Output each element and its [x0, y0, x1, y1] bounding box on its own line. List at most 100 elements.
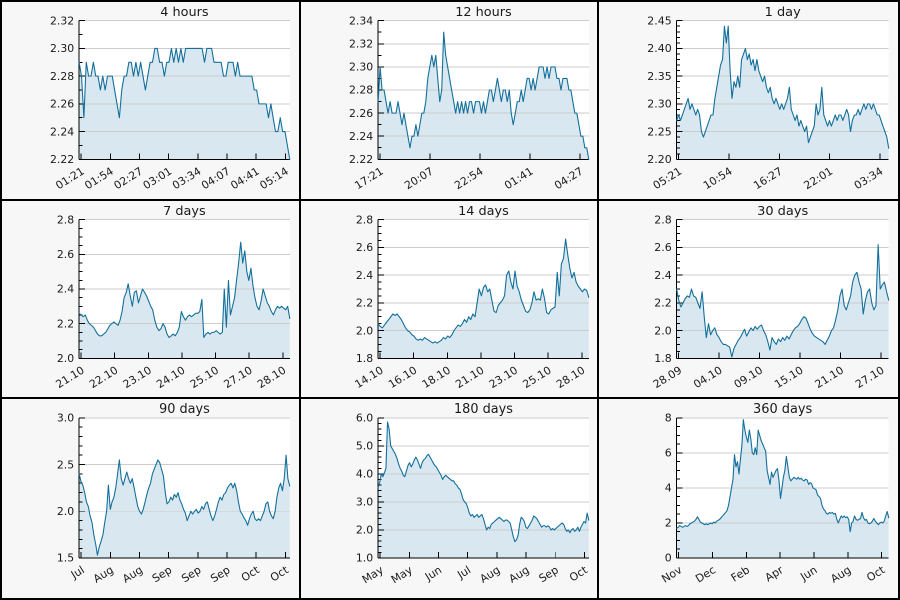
x-tick-label: 01:54 [82, 165, 116, 193]
chart-panel-1-day: 2.20 2.25 2.30 2.35 2.40 2.45 05:21 10:54 16:27 2… [599, 2, 898, 201]
y-axis: 1.0 2.0 3.0 4.0 5.0 6.0 [356, 412, 384, 565]
y-tick-label: 2.4 [57, 282, 74, 295]
x-tick-label: 04:07 [199, 165, 232, 192]
chart-title: 90 days [159, 402, 210, 417]
x-tick-label: 25.10 [188, 363, 221, 390]
series-line [78, 455, 291, 557]
x-tick-label: 22:01 [802, 165, 836, 192]
y-tick-label: 2 [665, 517, 672, 530]
x-tick-label: Oct [865, 563, 889, 584]
y-tick-label: 2.2 [655, 296, 672, 309]
y-tick-label: 2.4 [356, 269, 373, 282]
x-tick-label: 04.10 [691, 363, 725, 390]
y-tick-label: 2.6 [57, 248, 74, 261]
series-line [377, 421, 589, 543]
x-tick-label: Sep [536, 564, 560, 586]
y-tick-label: 2.30 [349, 61, 373, 74]
y-tick-label: 1.0 [356, 552, 373, 565]
y-tick-label: 2.2 [356, 296, 373, 309]
spines [78, 219, 290, 359]
chart-panel-360-days: 0 2 4 6 8 Nov Dec Feb Apr Jun Aug Oct 360 days [599, 399, 898, 598]
chart-5-svg: 1.8 2.0 2.2 2.4 2.6 2.8 28.09 04.10 09.10 15.10 21… [651, 203, 890, 391]
series-fill [79, 241, 290, 358]
y-tick-label: 2.6 [655, 241, 672, 254]
series-line [676, 243, 890, 358]
chart-title: 360 days [753, 402, 813, 417]
x-tick-label: 28.10 [554, 363, 587, 390]
series-line [676, 25, 890, 149]
y-tick-label: 6 [665, 447, 672, 460]
y-axis: 1.8 2.0 2.2 2.4 2.6 2.8 [356, 213, 384, 365]
x-tick-label: 27.10 [221, 363, 254, 390]
y-tick-label: 2.32 [349, 38, 373, 51]
chart-title: 4 hours [160, 5, 209, 20]
y-tick-label: 2.0 [57, 505, 74, 518]
y-tick-label: 2.5 [57, 459, 74, 472]
chart-2-svg: 2.20 2.25 2.30 2.35 2.40 2.45 05:21 10:54 16:27 2… [648, 5, 890, 193]
x-tick-label: 20:07 [402, 165, 435, 192]
x-tick-label: 10:54 [701, 165, 735, 193]
y-tick-label: 2.8 [655, 213, 672, 226]
y-tick-label: 1.5 [57, 552, 74, 565]
spines [78, 418, 290, 559]
y-tick-label: 2.35 [648, 70, 672, 83]
x-tick-label: 02:27 [112, 165, 145, 192]
x-tick-label: Sep [150, 564, 174, 586]
chart-panel-14-days: 1.8 2.0 2.2 2.4 2.6 2.8 14.10 16.10 18.10 21.10 23… [300, 200, 600, 400]
y-tick-label: 2.30 [50, 42, 74, 55]
y-tick-label: 2.20 [648, 153, 672, 166]
y-tick-label: 2.30 [648, 98, 672, 111]
y-tick-label: 2.40 [648, 42, 672, 55]
chart-title: 14 days [458, 203, 509, 218]
x-tick-label: 21.10 [453, 363, 486, 390]
x-tick-label: May [389, 563, 415, 586]
y-tick-label: 2.26 [50, 98, 74, 111]
x-tick-label: 27.10 [853, 363, 887, 390]
y-tick-label: 2.45 [648, 14, 672, 27]
x-tick-label: Aug [829, 564, 854, 586]
series-fill [676, 244, 890, 358]
x-tick-label: 18.10 [419, 363, 452, 390]
chart-title: 7 days [163, 203, 206, 218]
y-tick-label: 2.0 [655, 324, 672, 337]
gridlines [377, 218, 589, 359]
chart-title: 12 hours [455, 5, 512, 20]
spines [676, 418, 890, 559]
x-tick-label: Oct [567, 563, 590, 584]
x-tick-label: 23.10 [487, 363, 520, 390]
x-tick-label: 03:01 [141, 165, 174, 192]
x-tick-label: Oct [268, 563, 291, 584]
chart-title: 180 days [454, 402, 513, 417]
y-tick-label: 2.24 [50, 125, 74, 138]
x-tick-label: 22:54 [452, 165, 486, 193]
x-tick-label: 24.10 [154, 363, 187, 390]
y-tick-label: 2.22 [349, 153, 373, 166]
y-tick-label: 2.4 [655, 269, 672, 282]
x-tick-label: 01:21 [53, 165, 86, 192]
x-tick-label: 04:41 [228, 165, 261, 192]
chart-3-svg: 2.0 2.2 2.4 2.6 2.8 21.10 22.10 23.10 24.10 25.10… [53, 203, 291, 391]
y-tick-label: 2.6 [356, 241, 373, 254]
x-tick-label: Jun [798, 564, 820, 585]
x-tick-label: 21.10 [53, 363, 86, 390]
y-tick-label: 0 [665, 552, 672, 565]
chart-1-svg: 2.22 2.24 2.26 2.28 2.30 2.32 2.34 17:21 20:07 22… [349, 5, 589, 193]
x-tick-label: 05:14 [257, 165, 291, 193]
series-fill [377, 238, 589, 358]
y-tick-label: 8 [665, 412, 672, 425]
x-tick-label: 23.10 [121, 363, 154, 390]
chart-0-svg: 2.222.242.262.282.302.3201:2101:5402:270… [50, 5, 291, 193]
x-tick-label: Jul [68, 564, 87, 583]
y-tick-label: 2.24 [349, 130, 373, 143]
y-tick-label: 2.0 [356, 324, 373, 337]
x-tick-label: Feb [729, 564, 752, 585]
y-axis: 2.20 2.25 2.30 2.35 2.40 2.45 [648, 14, 683, 166]
y-tick-label: 2.8 [356, 213, 373, 226]
y-tick-label: 2.34 [349, 14, 373, 27]
x-tick-label: 16:27 [752, 165, 786, 192]
x-tick-label: Sep [179, 564, 203, 586]
x-tick-label: Aug [506, 564, 531, 586]
y-tick-label: 2.2 [57, 317, 74, 330]
x-tick-label: Oct [239, 563, 262, 584]
